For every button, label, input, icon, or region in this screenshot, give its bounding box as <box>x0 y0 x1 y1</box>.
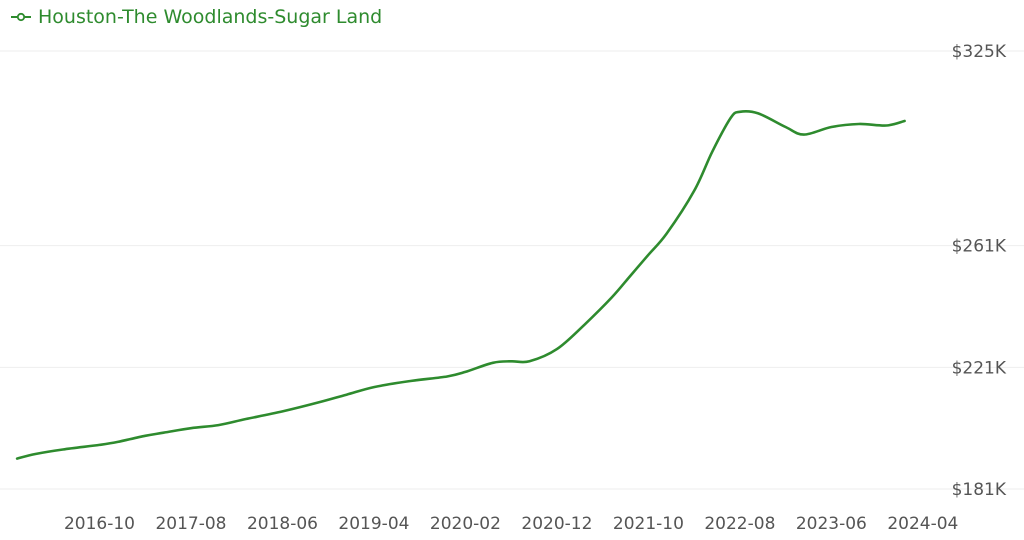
y-tick-label: $221K <box>952 358 1007 378</box>
series-line <box>15 110 906 460</box>
x-tick-label: 2019-04 <box>338 514 409 534</box>
x-tick-label: 2022-08 <box>704 514 775 534</box>
y-axis-labels: $181K $221K $261K $325K <box>952 42 1007 500</box>
legend-label: Houston-The Woodlands-Sugar Land <box>38 6 383 28</box>
x-axis-labels: 2016-10 2017-08 2018-06 2019-04 2020-02 2020-… <box>64 514 958 534</box>
x-tick-label: 2024-04 <box>887 514 958 534</box>
legend-marker-icon <box>11 12 31 22</box>
gridlines <box>0 50 1024 490</box>
x-tick-label: 2021-10 <box>613 514 684 534</box>
y-tick-label: $261K <box>952 237 1007 257</box>
x-tick-label: 2017-08 <box>155 514 226 534</box>
y-tick-label: $181K <box>952 480 1007 500</box>
x-tick-label: 2023-06 <box>796 514 867 534</box>
legend[interactable]: Houston-The Woodlands-Sugar Land <box>10 6 382 28</box>
y-tick-label: $325K <box>952 42 1007 62</box>
x-tick-label: 2016-10 <box>64 514 135 534</box>
x-tick-label: 2020-02 <box>430 514 501 534</box>
x-tick-label: 2020-12 <box>521 514 592 534</box>
x-tick-label: 2018-06 <box>247 514 318 534</box>
